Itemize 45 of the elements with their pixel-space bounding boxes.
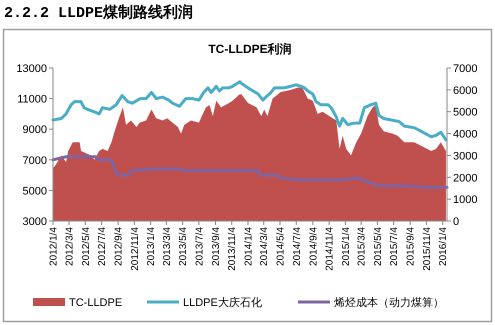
legend-label: LLDPE大庆石化 xyxy=(183,296,262,309)
x-tick-label: 2013/3/4 xyxy=(162,226,173,266)
y-tick-label: 11000 xyxy=(17,94,47,106)
x-tick-label: 2014/9/4 xyxy=(308,226,320,266)
x-tick-label: 2015/7/4 xyxy=(389,226,400,266)
y2-tick-label: 1000 xyxy=(453,194,478,206)
x-tick-label: 2015/3/4 xyxy=(356,226,368,266)
legend-烯烃成本（动力煤算）: 烯烃成本（动力煤算） xyxy=(298,297,444,309)
legend-label: 烯烃成本（动力煤算） xyxy=(334,296,444,309)
x-tick-label: 2015/1/4 xyxy=(340,226,352,266)
x-tick-label: 2013/1/4 xyxy=(146,226,158,266)
y2-tick-label: 0 xyxy=(453,216,460,228)
legend-label: TC-LLDPE xyxy=(69,297,122,309)
x-tick-label: 2015/9/4 xyxy=(406,226,417,266)
x-tick-label: 2013/11/4 xyxy=(227,226,238,271)
x-tick-label: 2014/11/4 xyxy=(324,226,336,271)
y-tick-label: 9000 xyxy=(22,124,47,136)
x-tick-label: 2015/5/4 xyxy=(372,226,384,266)
x-tick-label: 2013/5/4 xyxy=(178,226,190,266)
x-tick-label: 2014/5/4 xyxy=(276,226,287,266)
y-tick-label: 5000 xyxy=(22,185,47,198)
y2-tick-label: 7000 xyxy=(453,63,478,75)
x-tick-label: 2015/11/4 xyxy=(422,226,433,271)
y-tick-label: 3000 xyxy=(22,216,47,228)
x-tick-label: 2012/1/4 xyxy=(48,226,60,266)
x-tick-label: 2012/3/4 xyxy=(64,226,76,266)
x-tick-label: 2012/5/4 xyxy=(80,226,92,266)
x-tick-label: 2013/7/4 xyxy=(194,226,206,266)
y2-tick-label: 3000 xyxy=(453,150,478,162)
y2-tick-label: 6000 xyxy=(453,84,478,97)
x-tick-label: 2012/11/4 xyxy=(130,226,141,271)
chart-title: 2.2.2 LLDPE煤制路线利润 xyxy=(4,3,194,22)
x-tick-label: 2012/9/4 xyxy=(114,226,125,266)
x-tick-label: 2014/1/4 xyxy=(244,226,254,266)
x-tick-label: 2014/7/4 xyxy=(292,226,303,266)
x-tick-label: 2016/1/4 xyxy=(438,226,450,266)
y-tick-label: 13000 xyxy=(16,63,47,75)
x-tick-label: 2012/7/4 xyxy=(97,226,108,266)
x-tick-label: 2013/9/4 xyxy=(210,226,222,266)
y2-tick-label: 5000 xyxy=(453,106,478,119)
y-tick-label: 7000 xyxy=(22,154,47,167)
x-tick-label: 2014/3/4 xyxy=(259,226,270,266)
chart-subtitle: TC-LLDPE利润 xyxy=(208,42,292,56)
y2-tick-label: 2000 xyxy=(453,172,478,184)
y2-tick-label: 4000 xyxy=(453,128,478,141)
